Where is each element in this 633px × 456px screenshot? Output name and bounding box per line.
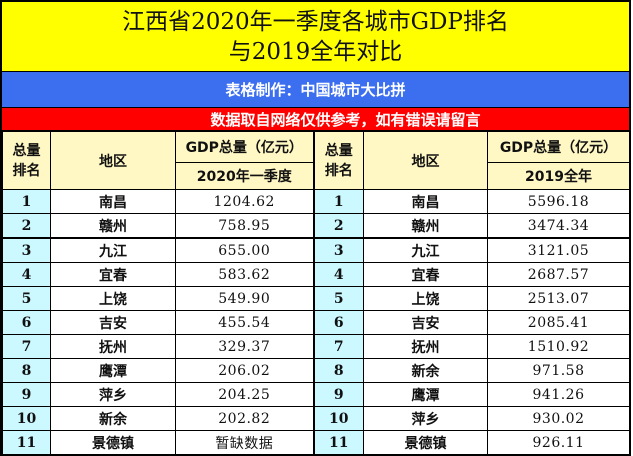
header-period-right: 2019全年 — [487, 162, 630, 190]
header-region-left: 地区 — [50, 131, 176, 190]
header-rank-right: 总量 排名 — [312, 131, 364, 190]
gdp-cell: 3121.05 — [487, 237, 630, 263]
header-rank-left-line1: 总量 — [12, 142, 41, 159]
table-row: 3 九江 655.00 3 九江 3121.05 — [2, 237, 630, 263]
city-cell: 上饶 — [50, 286, 176, 311]
gdp-cell: 1204.62 — [175, 189, 314, 214]
header-period-left: 2020年一季度 — [175, 162, 314, 190]
rank-cell: 4 — [2, 262, 51, 287]
rank-cell: 9 — [2, 382, 51, 407]
header-gdp-right: GDP总量（亿元） — [487, 131, 630, 163]
gdp-cell: 758.95 — [175, 213, 314, 239]
rank-cell: 5 — [2, 286, 51, 311]
table-row: 5 上饶 549.90 5 上饶 2513.07 — [2, 286, 630, 311]
city-cell: 南昌 — [50, 189, 176, 214]
rank-cell: 9 — [312, 382, 364, 407]
title-line-1: 江西省2020年一季度各城市GDP排名 — [122, 8, 509, 35]
city-cell: 新余 — [363, 358, 488, 383]
title-line-2: 与2019全年对比 — [228, 38, 403, 65]
rank-cell: 3 — [2, 237, 51, 263]
disclaimer-banner: 数据取自网络仅供参考，如有错误请留言 — [2, 108, 629, 131]
city-cell: 上饶 — [363, 286, 488, 311]
gdp-cell: 3474.34 — [487, 213, 630, 239]
disclaimer-text: 数据取自网络仅供参考，如有错误请留言 — [210, 110, 481, 129]
city-cell: 吉安 — [50, 310, 176, 335]
gdp-cell: 5596.18 — [487, 189, 630, 214]
gdp-cell: 329.37 — [175, 334, 314, 359]
gdp-cell: 930.02 — [487, 406, 630, 431]
rank-cell: 7 — [312, 334, 364, 359]
gdp-cell: 2085.41 — [487, 310, 630, 335]
table-row: 4 宜春 583.62 4 宜春 2687.57 — [2, 262, 630, 287]
header-rank-right-line2: 排名 — [324, 162, 353, 179]
rank-cell: 3 — [312, 237, 364, 263]
gdp-cell: 455.54 — [175, 310, 314, 335]
city-cell: 鹰潭 — [50, 358, 176, 383]
city-cell: 景德镇 — [363, 430, 488, 456]
city-cell: 宜春 — [50, 262, 176, 287]
rank-cell: 4 — [312, 262, 364, 287]
rank-cell: 6 — [312, 310, 364, 335]
rank-cell: 1 — [2, 189, 51, 214]
gdp-cell: 549.90 — [175, 286, 314, 311]
city-cell: 新余 — [50, 406, 176, 431]
table-row: 1 南昌 1204.62 1 南昌 5596.18 — [2, 189, 630, 214]
city-cell: 萍乡 — [363, 406, 488, 431]
credit-text: 表格制作：中国城市大比拼 — [225, 81, 406, 99]
rank-cell: 1 — [312, 189, 364, 214]
city-cell: 鹰潭 — [363, 382, 488, 407]
city-cell: 宜春 — [363, 262, 488, 287]
gdp-cell: 202.82 — [175, 406, 314, 431]
rank-cell: 8 — [312, 358, 364, 383]
rank-cell: 2 — [312, 213, 364, 239]
rank-cell: 11 — [312, 430, 364, 456]
rank-cell: 11 — [2, 430, 51, 456]
gdp-cell: 971.58 — [487, 358, 630, 383]
title-banner: 江西省2020年一季度各城市GDP排名 与2019全年对比 — [2, 2, 629, 72]
table-row: 2 赣州 758.95 2 赣州 3474.34 — [2, 213, 630, 239]
gdp-cell: 暂缺数据 — [175, 430, 314, 456]
table-row: 10 新余 202.82 10 萍乡 930.02 — [2, 406, 630, 431]
rank-cell: 2 — [2, 213, 51, 239]
city-cell: 萍乡 — [50, 382, 176, 407]
gdp-cell: 655.00 — [175, 237, 314, 263]
city-cell: 吉安 — [363, 310, 488, 335]
rank-cell: 10 — [2, 406, 51, 431]
header-rank-right-line1: 总量 — [324, 142, 353, 159]
gdp-cell: 2687.57 — [487, 262, 630, 287]
table-row: 8 鹰潭 206.02 8 新余 971.58 — [2, 358, 630, 383]
gdp-cell: 926.11 — [487, 430, 630, 456]
gdp-cell: 941.26 — [487, 382, 630, 407]
city-cell: 抚州 — [50, 334, 176, 359]
header-rank-left: 总量 排名 — [2, 131, 51, 190]
gdp-cell: 583.62 — [175, 262, 314, 287]
gdp-cell: 206.02 — [175, 358, 314, 383]
table-row: 6 吉安 455.54 6 吉安 2085.41 — [2, 310, 630, 335]
rank-cell: 10 — [312, 406, 364, 431]
city-cell: 九江 — [363, 237, 488, 263]
city-cell: 赣州 — [363, 213, 488, 239]
credit-banner: 表格制作：中国城市大比拼 — [2, 72, 629, 108]
gdp-cell: 204.25 — [175, 382, 314, 407]
rank-cell: 6 — [2, 310, 51, 335]
city-cell: 南昌 — [363, 189, 488, 214]
city-cell: 抚州 — [363, 334, 488, 359]
table-row: 11 景德镇 暂缺数据 11 景德镇 926.11 — [2, 430, 630, 456]
rank-cell: 5 — [312, 286, 364, 311]
gdp-table: 总量 排名 地区 GDP总量（亿元） 总量 排名 地区 GDP总量（亿元） 20… — [2, 131, 630, 456]
city-cell: 赣州 — [50, 213, 176, 239]
table-row: 7 抚州 329.37 7 抚州 1510.92 — [2, 334, 630, 359]
header-rank-left-line2: 排名 — [12, 162, 41, 179]
gdp-cell: 1510.92 — [487, 334, 630, 359]
header-gdp-left: GDP总量（亿元） — [175, 131, 314, 163]
city-cell: 九江 — [50, 237, 176, 263]
rank-cell: 8 — [2, 358, 51, 383]
city-cell: 景德镇 — [50, 430, 176, 456]
table-row: 9 萍乡 204.25 9 鹰潭 941.26 — [2, 382, 630, 407]
rank-cell: 7 — [2, 334, 51, 359]
header-region-right: 地区 — [363, 131, 488, 190]
gdp-cell: 2513.07 — [487, 286, 630, 311]
